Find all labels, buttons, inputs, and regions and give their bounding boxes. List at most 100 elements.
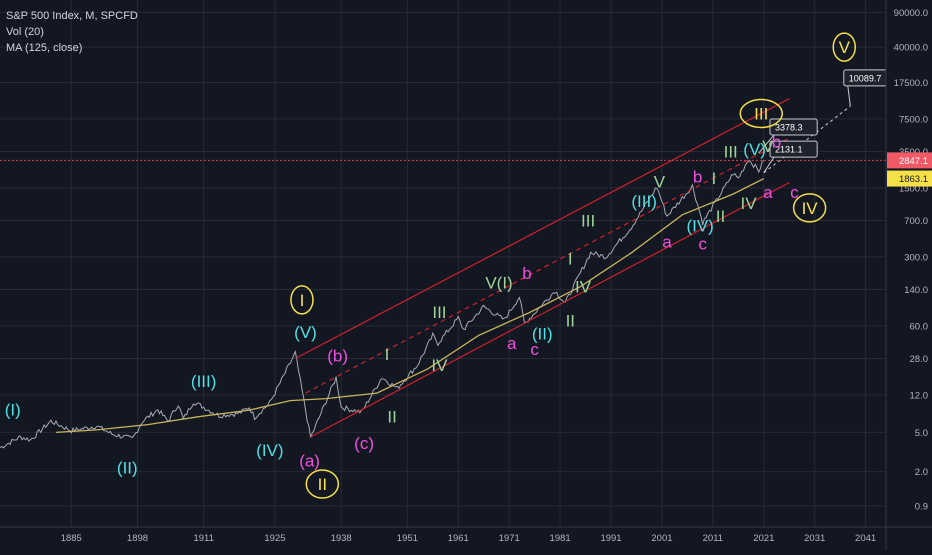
- callout-box: [769, 140, 818, 158]
- y-tick-label: 1500.0: [899, 183, 928, 194]
- wave-label: b: [693, 168, 702, 187]
- moving-average-line: [55, 178, 765, 434]
- wave-label: IV: [431, 356, 448, 375]
- wave-label: (b): [327, 347, 348, 366]
- current-price-label: 2847.1: [899, 156, 928, 167]
- y-tick-label: 28.0: [910, 354, 929, 365]
- grid-lines: [0, 0, 886, 527]
- callout-pointer: [758, 134, 775, 154]
- wave-label-circle: [305, 469, 340, 499]
- chart-legend: S&P 500 Index, M, SPCFD Vol (20) MA (125…: [6, 8, 138, 56]
- x-tick-label: 2041: [855, 533, 876, 544]
- plot-area: 3378.3 2131.1 10089.7 (I) (II) (III) (IV) (V) I (…: [0, 0, 886, 527]
- wave-label: V: [654, 173, 666, 192]
- wave-label: III: [581, 212, 595, 231]
- ma-price-label-bg: [887, 170, 932, 187]
- y-tick-label: 12.0: [910, 390, 929, 401]
- channel-upper-line: [295, 98, 790, 360]
- callout-pointer: [847, 85, 851, 107]
- x-tick-label: 1991: [600, 533, 621, 544]
- x-tick-label: 1951: [397, 533, 418, 544]
- x-tick-label: 2011: [703, 533, 723, 544]
- wave-label: (IV): [686, 217, 713, 236]
- wave-label: I: [712, 169, 717, 188]
- y-tick-label: 2.0: [915, 467, 928, 478]
- wave-label: III: [432, 303, 446, 322]
- callout-label: 3378.3: [775, 123, 803, 133]
- y-tick-label: 5.0: [915, 428, 928, 439]
- wave-label: V: [762, 137, 774, 156]
- callout-label: 10089.7: [849, 73, 882, 83]
- wave-label: III: [724, 143, 738, 162]
- projection-line: [763, 105, 851, 174]
- current-price-label-bg: [887, 152, 932, 169]
- callout-label: 2131.1: [775, 145, 803, 155]
- callout-box: [843, 69, 886, 87]
- channel-middle-line: [305, 137, 790, 394]
- wave-label: (III): [191, 372, 217, 391]
- wave-label: II: [716, 207, 725, 226]
- wave-label: c: [698, 234, 707, 253]
- x-tick-label: 2001: [651, 533, 672, 544]
- wave-label: I: [385, 345, 390, 364]
- wave-label: b: [772, 133, 781, 152]
- y-tick-label: 60.0: [910, 321, 929, 332]
- wave-label: c: [790, 183, 799, 202]
- y-tick-label: 90000.0: [894, 8, 928, 19]
- wave-label: (IV): [256, 441, 283, 460]
- wave-label: V(I): [485, 273, 512, 292]
- channel-lower-line: [310, 181, 790, 438]
- wave-label: a: [662, 232, 672, 251]
- y-tick-label: 7500.0: [899, 114, 928, 125]
- x-tick-label: 1938: [331, 533, 352, 544]
- y-tick-label: 140.0: [904, 285, 928, 296]
- wave-label: b: [522, 264, 531, 283]
- wave-label: IV: [575, 278, 592, 297]
- wave-label: c: [530, 340, 539, 359]
- wave-label: II: [566, 311, 575, 330]
- x-tick-label: 1971: [499, 533, 520, 544]
- volume-indicator-label: Vol (20): [6, 26, 44, 38]
- wave-label-circle: [832, 32, 856, 62]
- wave-label: I: [568, 249, 573, 268]
- wave-label-circle: [792, 193, 827, 223]
- wave-label: IV: [802, 199, 819, 218]
- x-tick-label: 1898: [127, 533, 148, 544]
- wave-label: III: [754, 104, 768, 123]
- y-tick-label: 17500.0: [894, 78, 928, 89]
- wave-label: (II): [532, 325, 553, 344]
- wave-label: (II): [117, 459, 138, 478]
- x-tick-label: 1925: [264, 533, 285, 544]
- y-tick-label: 700.0: [904, 216, 928, 227]
- wave-label: (V): [294, 323, 317, 342]
- symbol-title: S&P 500 Index, M, SPCFD: [6, 10, 138, 22]
- moving-average-label: MA (125, close): [6, 42, 83, 54]
- x-tick-label: 2031: [804, 533, 825, 544]
- wave-label: a: [763, 183, 773, 202]
- wave-label: (III): [631, 192, 657, 211]
- ma-price-label: 1863.1: [899, 174, 928, 185]
- wave-label: V: [839, 38, 851, 57]
- wave-label: II: [318, 475, 327, 494]
- x-tick-label: 2021: [753, 533, 774, 544]
- wave-label: a: [507, 334, 517, 353]
- x-tick-label: 1981: [550, 533, 571, 544]
- wave-label: IV: [740, 194, 757, 213]
- y-tick-label: 40000.0: [894, 43, 928, 54]
- wave-label-circle: [739, 98, 783, 129]
- wave-label: (I): [5, 401, 21, 420]
- wave-label: (a): [299, 451, 320, 470]
- callout-pointer: [763, 156, 775, 174]
- y-tick-label: 300.0: [904, 252, 928, 263]
- x-tick-label: 1911: [193, 533, 213, 544]
- wave-label-circle: [290, 285, 314, 315]
- y-tick-label: 0.9: [915, 501, 928, 512]
- wave-label: (V): [743, 140, 766, 159]
- x-tick-label: 1885: [61, 533, 82, 544]
- wave-label: (c): [354, 434, 374, 453]
- wave-label: I: [300, 291, 305, 310]
